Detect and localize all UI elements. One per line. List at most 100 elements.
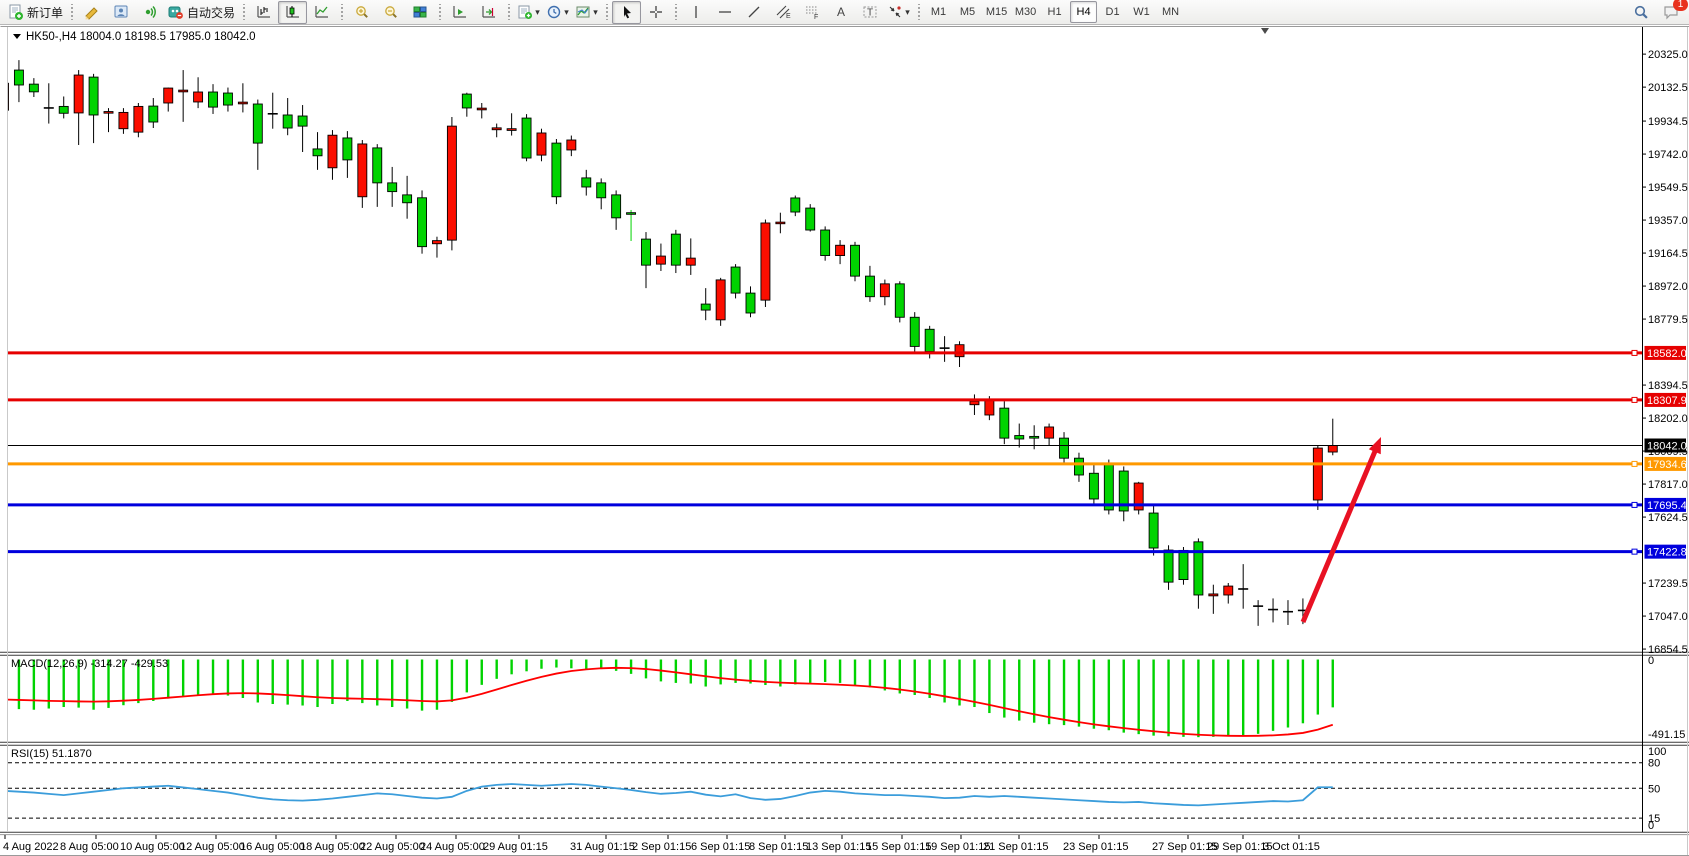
symbol-collapse-icon xyxy=(13,34,21,39)
chart-svg[interactable]: 20325.0 20132.5 19934.5 19742.0 19549.5 19357… xyxy=(0,25,1689,856)
new-chart-dropdown[interactable]: ▾ xyxy=(514,1,543,24)
time-label: 4 Aug 2022 xyxy=(3,841,59,853)
trendline-button[interactable] xyxy=(739,1,768,24)
time-label: 16 Aug 05:00 xyxy=(240,841,305,853)
auto-scroll-button[interactable] xyxy=(474,1,503,24)
price-badge xyxy=(1644,345,1686,360)
svg-text:F: F xyxy=(814,14,818,20)
timeframe-W1[interactable]: W1 xyxy=(1133,6,1150,18)
toolbar-grip xyxy=(672,4,680,20)
time-label: 27 Sep 01:15 xyxy=(1152,841,1217,853)
news-button[interactable] xyxy=(135,1,164,24)
horizontal-line-button[interactable] xyxy=(710,1,739,24)
tile-windows-icon xyxy=(413,6,427,18)
crayon-button[interactable] xyxy=(77,1,106,24)
toolbar-grip xyxy=(240,4,248,20)
svg-text:18202.0: 18202.0 xyxy=(1648,413,1688,425)
svg-text:17239.5: 17239.5 xyxy=(1648,578,1688,590)
templates-dropdown[interactable]: ▾ xyxy=(572,1,601,24)
svg-text:17695.4: 17695.4 xyxy=(1647,500,1687,512)
svg-text:18582.0: 18582.0 xyxy=(1647,348,1687,360)
svg-text:20132.5: 20132.5 xyxy=(1648,82,1688,94)
svg-text:50: 50 xyxy=(1648,783,1660,795)
price-axis[interactable]: 20325.0 20132.5 19934.5 19742.0 19549.5 19357… xyxy=(1642,49,1688,832)
panel-labels: HK50-,H4 18004.0 18198.5 17985.0 18042.0… xyxy=(11,31,256,760)
svg-text:15: 15 xyxy=(1648,813,1660,825)
trend-arrow[interactable] xyxy=(1300,437,1381,623)
chevron-down-icon: ▾ xyxy=(593,6,598,17)
svg-text:19934.5: 19934.5 xyxy=(1648,116,1688,128)
shift-chart-icon xyxy=(452,6,466,18)
price-badge xyxy=(1644,456,1686,471)
candlestick-series xyxy=(8,60,1338,626)
time-label: 21 Sep 01:15 xyxy=(983,841,1048,853)
timeframe-D1[interactable]: D1 xyxy=(1105,6,1120,18)
profile-button[interactable] xyxy=(106,1,135,24)
time-label: 8 Sep 01:15 xyxy=(749,841,808,853)
timeframe-M5[interactable]: M5 xyxy=(959,6,976,18)
fibonacci-icon: F xyxy=(805,6,818,20)
auto-scroll-icon xyxy=(481,6,495,18)
chevron-down-icon: ▾ xyxy=(905,6,910,17)
timeframe-M1[interactable]: M1 xyxy=(930,6,947,18)
crosshair-icon xyxy=(649,6,662,18)
line-chart-button[interactable] xyxy=(307,1,336,24)
label-icon: T xyxy=(863,6,877,19)
timeframe-M30[interactable]: M30 xyxy=(1014,6,1037,18)
time-label: 29 Sep 01:15 xyxy=(1207,841,1272,853)
text-button[interactable]: A xyxy=(826,1,855,24)
arrows-dropdown[interactable]: ▾ xyxy=(884,1,913,24)
time-label: 29 Aug 01:15 xyxy=(483,841,548,853)
time-label: 23 Sep 01:15 xyxy=(1063,841,1128,853)
zoom-in-button[interactable] xyxy=(347,1,376,24)
new-chart-icon xyxy=(518,5,533,19)
channel-icon: E xyxy=(776,5,791,20)
tile-windows-button[interactable] xyxy=(405,1,434,24)
timeframe-MN[interactable]: MN xyxy=(1161,6,1180,18)
candlestick-chart-button[interactable] xyxy=(278,0,308,24)
time-label: 8 Aug 05:00 xyxy=(60,841,119,853)
timeframe-H1[interactable]: H1 xyxy=(1047,6,1062,18)
chart-frame xyxy=(0,26,1689,856)
periods-dropdown[interactable]: ▾ xyxy=(543,1,572,24)
timeframe-M15[interactable]: M15 xyxy=(985,6,1008,18)
rsi-panel xyxy=(8,762,1642,819)
price-badge xyxy=(1644,544,1686,559)
fibonacci-button[interactable]: F xyxy=(797,1,826,24)
new-order-button[interactable]: 新订单 xyxy=(4,1,66,24)
svg-text:17934.6: 17934.6 xyxy=(1647,459,1687,471)
svg-text:19357.0: 19357.0 xyxy=(1648,215,1688,227)
horizontal-lines[interactable] xyxy=(8,349,1642,555)
svg-text:19549.5: 19549.5 xyxy=(1648,182,1688,194)
svg-text:T: T xyxy=(867,8,873,19)
svg-text:17047.0: 17047.0 xyxy=(1648,611,1688,623)
zoom-out-button[interactable] xyxy=(376,1,405,24)
channel-button[interactable]: E xyxy=(768,1,797,24)
svg-text:0: 0 xyxy=(1648,820,1654,832)
time-label: 19 Sep 01:15 xyxy=(925,841,990,853)
news-icon xyxy=(145,5,156,19)
crosshair-button[interactable] xyxy=(641,1,670,24)
label-button[interactable]: T xyxy=(855,1,884,24)
chat-button[interactable]: 1 xyxy=(1656,0,1688,24)
shift-chart-button[interactable] xyxy=(445,1,474,24)
search-button[interactable] xyxy=(1627,1,1656,24)
autotrading-button[interactable]: 自动交易 xyxy=(164,1,238,24)
toolbar-grip xyxy=(338,4,346,20)
chart-area[interactable]: 20325.0 20132.5 19934.5 19742.0 19549.5 19357… xyxy=(0,25,1689,856)
svg-text:18307.9: 18307.9 xyxy=(1647,395,1687,407)
text-icon: A xyxy=(837,5,845,19)
crayon-icon xyxy=(84,7,98,20)
svg-text:E: E xyxy=(786,13,791,20)
autotrading-icon xyxy=(168,6,183,19)
periods-icon xyxy=(548,5,561,19)
candlestick-chart-icon xyxy=(285,6,299,18)
vertical-line-button[interactable] xyxy=(681,1,710,24)
bars-chart-button[interactable] xyxy=(249,1,278,24)
timeframe-H4[interactable]: H4 xyxy=(1070,1,1098,23)
price-badge xyxy=(1644,392,1686,407)
cursor-button[interactable] xyxy=(612,0,642,24)
svg-text:100: 100 xyxy=(1648,746,1666,758)
new-order-label: 新订单 xyxy=(27,5,64,20)
